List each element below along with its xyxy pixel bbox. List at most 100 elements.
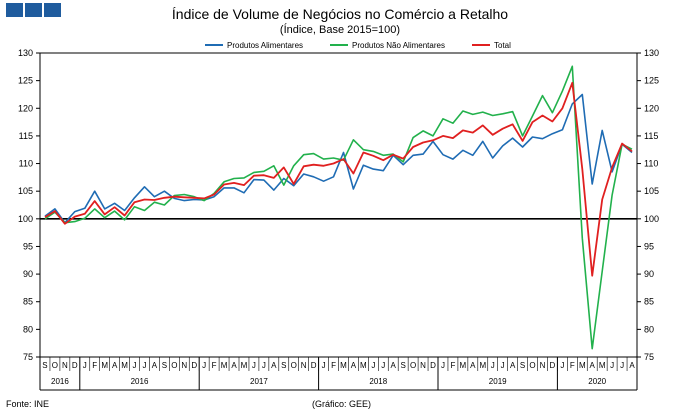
x-tick-label: O <box>410 361 416 370</box>
x-tick-label: S <box>42 361 47 370</box>
x-tick-label: F <box>331 361 336 370</box>
x-tick-label: D <box>430 361 436 370</box>
y-tick-label-right: 120 <box>644 103 659 113</box>
x-tick-label: D <box>550 361 556 370</box>
x-tick-label: N <box>181 361 187 370</box>
x-tick-label: N <box>540 361 546 370</box>
x-tick-label: O <box>171 361 177 370</box>
x-tick-label: F <box>212 361 217 370</box>
x-tick-label: J <box>133 361 137 370</box>
x-tick-label: M <box>599 361 606 370</box>
x-tick-label: A <box>470 361 476 370</box>
x-tick-label: F <box>92 361 97 370</box>
year-label: 2017 <box>250 377 268 386</box>
y-tick-label-left: 125 <box>18 76 33 86</box>
year-label: 2019 <box>489 377 507 386</box>
x-tick-label: S <box>520 361 525 370</box>
x-tick-label: A <box>271 361 277 370</box>
x-tick-label: J <box>202 361 206 370</box>
x-tick-label: A <box>231 361 237 370</box>
x-tick-label: M <box>340 361 347 370</box>
x-tick-label: O <box>52 361 58 370</box>
series-line-alimentares <box>44 93 633 224</box>
x-tick-label: N <box>301 361 307 370</box>
legend-item-total: Total <box>494 41 511 50</box>
x-tick-label: M <box>579 361 586 370</box>
chart-title: Índice de Volume de Negócios no Comércio… <box>171 6 509 22</box>
year-label: 2020 <box>588 377 606 386</box>
logo-square-3 <box>44 3 61 17</box>
y-tick-label-right: 95 <box>644 241 654 251</box>
x-tick-label: A <box>510 361 516 370</box>
x-tick-label: J <box>501 361 505 370</box>
x-tick-label: J <box>381 361 385 370</box>
y-tick-label-right: 85 <box>644 297 654 307</box>
x-tick-label: D <box>311 361 317 370</box>
x-tick-label: F <box>570 361 575 370</box>
x-tick-label: J <box>620 361 624 370</box>
x-tick-label: J <box>610 361 614 370</box>
x-tick-label: J <box>491 361 495 370</box>
year-label: 2018 <box>369 377 387 386</box>
x-tick-label: S <box>162 361 167 370</box>
x-tick-label: J <box>322 361 326 370</box>
y-tick-label-left: 95 <box>23 241 33 251</box>
x-tick-label: F <box>450 361 455 370</box>
y-tick-label-left: 115 <box>19 131 33 141</box>
x-tick-label: A <box>391 361 397 370</box>
y-tick-label-right: 115 <box>644 131 658 141</box>
logo-square-2 <box>25 3 42 17</box>
x-tick-label: M <box>360 361 367 370</box>
x-tick-label: J <box>142 361 146 370</box>
x-tick-label: J <box>441 361 445 370</box>
y-tick-label-left: 120 <box>18 103 33 113</box>
y-tick-label-left: 85 <box>23 297 33 307</box>
y-tick-label-left: 80 <box>23 324 33 334</box>
legend-item-nao-alimentares: Produtos Não Alimentares <box>352 41 445 50</box>
y-tick-label-left: 75 <box>23 352 33 362</box>
x-tick-label: O <box>291 361 297 370</box>
y-tick-label-left: 110 <box>19 159 33 169</box>
x-tick-label: A <box>351 361 357 370</box>
x-tick-label: A <box>152 361 158 370</box>
x-tick-label: A <box>590 361 596 370</box>
x-tick-label: N <box>62 361 68 370</box>
y-tick-label-left: 130 <box>18 48 33 58</box>
series-line-total <box>44 81 633 277</box>
x-tick-label: M <box>460 361 467 370</box>
y-tick-label-left: 100 <box>18 214 33 224</box>
x-tick-label: S <box>281 361 286 370</box>
x-tick-label: J <box>262 361 266 370</box>
x-tick-label: J <box>371 361 375 370</box>
x-tick-label: M <box>121 361 128 370</box>
chart-subtitle: (Índice, Base 2015=100) <box>279 24 401 36</box>
logo-square-1 <box>6 3 23 17</box>
y-tick-label-right: 125 <box>644 76 659 86</box>
y-tick-label-right: 100 <box>644 214 659 224</box>
y-tick-label-right: 90 <box>644 269 654 279</box>
x-tick-label: J <box>560 361 564 370</box>
legend-item-alimentares: Produtos Alimentares <box>227 41 303 50</box>
source-note: Fonte: INE <box>6 399 50 409</box>
year-label: 2016 <box>131 377 149 386</box>
x-tick-label: M <box>479 361 486 370</box>
y-tick-label-right: 105 <box>644 186 659 196</box>
y-tick-label-right: 110 <box>644 159 658 169</box>
x-tick-label: J <box>252 361 256 370</box>
y-tick-label-right: 130 <box>644 48 659 58</box>
chart-credit: (Gráfico: GEE) <box>312 399 372 409</box>
x-tick-label: J <box>83 361 87 370</box>
series-line-nao-alimentares <box>44 65 633 350</box>
y-tick-label-left: 90 <box>23 269 33 279</box>
x-tick-label: D <box>191 361 197 370</box>
x-tick-label: O <box>529 361 535 370</box>
x-tick-label: A <box>112 361 118 370</box>
x-tick-label: S <box>401 361 406 370</box>
year-label: 2016 <box>51 377 69 386</box>
y-tick-label-left: 105 <box>18 186 33 196</box>
x-tick-label: M <box>241 361 248 370</box>
x-tick-label: A <box>629 361 635 370</box>
y-tick-label-right: 75 <box>644 352 654 362</box>
x-tick-label: M <box>221 361 228 370</box>
